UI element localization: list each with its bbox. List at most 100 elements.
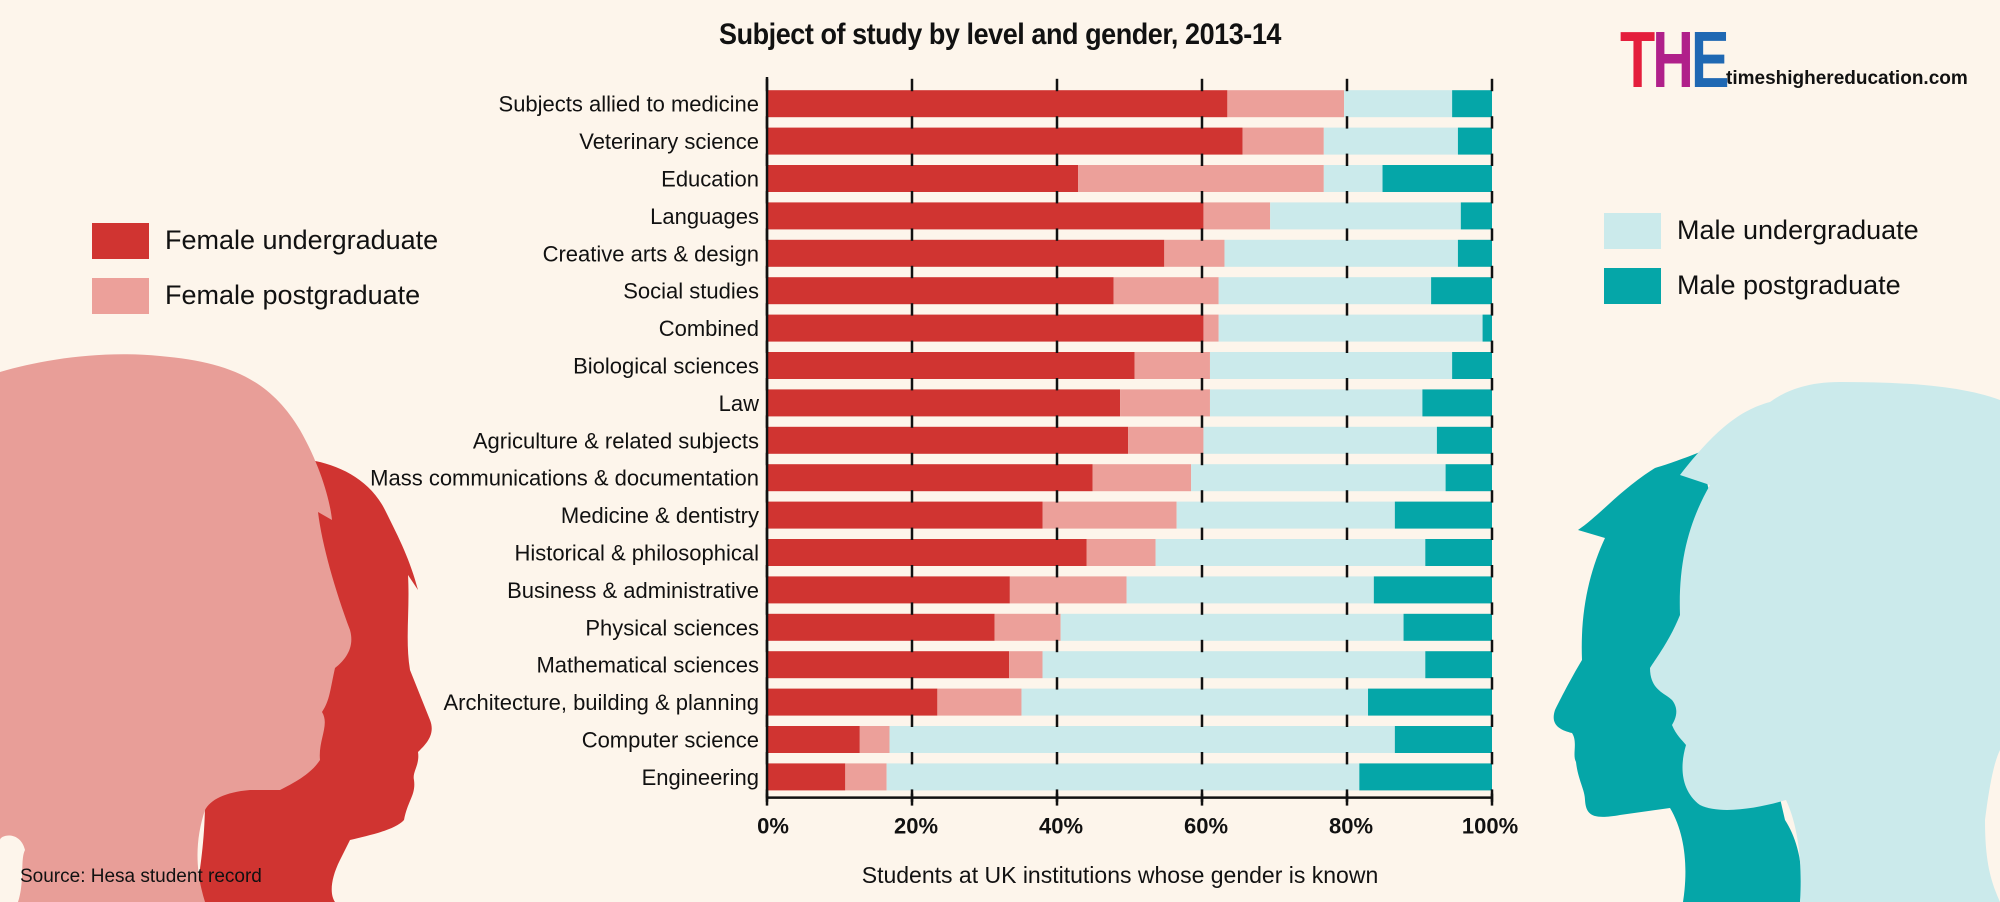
bar-segment-female-undergraduate (767, 576, 1010, 604)
bar-segment-female-postgraduate (1009, 651, 1043, 679)
bar-segment-male-postgraduate (1460, 202, 1492, 230)
bar-segment-female-postgraduate (1086, 539, 1156, 566)
bar-segment-female-undergraduate (767, 501, 1043, 529)
bar-segment-male-undergraduate (1224, 239, 1458, 267)
bar-segment-female-undergraduate (767, 202, 1204, 230)
legend-item: Male undergraduate (1604, 203, 1919, 258)
bar-segment-female-postgraduate (1134, 352, 1210, 379)
bar-segment-female-postgraduate (1042, 501, 1177, 529)
bar-segment-male-undergraduate (1176, 501, 1395, 529)
bar-segment-male-postgraduate (1425, 651, 1492, 679)
bar-segment-male-undergraduate (1218, 314, 1483, 342)
bar-segment-female-postgraduate (994, 613, 1061, 641)
bar-segment-male-undergraduate (1126, 576, 1374, 604)
category-label: Creative arts & design (543, 241, 759, 266)
bar-segment-male-undergraduate (1042, 651, 1426, 679)
category-label: Business & administrative (507, 578, 759, 603)
x-tick-label: 0% (757, 814, 789, 839)
bar-segment-female-undergraduate (767, 688, 938, 716)
bar-segment-female-undergraduate (767, 763, 846, 791)
bar-segment-male-undergraduate (1203, 426, 1437, 454)
x-tick-label: 80% (1329, 814, 1373, 839)
bar-segment-female-postgraduate (859, 726, 890, 753)
x-tick-label: 20% (894, 814, 938, 839)
category-label: Engineering (642, 765, 759, 790)
legend-item: Female undergraduate (92, 213, 438, 268)
bar-segment-female-postgraduate (1128, 426, 1204, 454)
legend-female: Female undergraduate Female postgraduate (92, 213, 438, 323)
bar-segment-female-postgraduate (1113, 277, 1219, 305)
category-label: Subjects allied to medicine (499, 92, 759, 117)
bar-segment-male-postgraduate (1422, 389, 1492, 417)
bar-segment-male-postgraduate (1394, 726, 1492, 753)
category-label: Medicine & dentistry (561, 503, 759, 528)
bar-segment-female-postgraduate (1227, 90, 1345, 118)
legend-swatch-female-postgraduate (92, 277, 149, 314)
bar-segment-female-undergraduate (767, 239, 1165, 267)
bar-segment-male-undergraduate (1060, 613, 1404, 641)
category-label: Agriculture & related subjects (473, 428, 759, 453)
bar-segment-male-postgraduate (1457, 239, 1492, 267)
bar-segment-male-postgraduate (1452, 352, 1492, 379)
bar-segment-male-undergraduate (1021, 688, 1369, 716)
legend-label: Female undergraduate (165, 225, 439, 255)
bar-segment-female-undergraduate (767, 127, 1243, 155)
category-label: Biological sciences (573, 354, 759, 379)
bar-segment-female-postgraduate (1120, 389, 1210, 417)
bar-segment-male-undergraduate (1191, 464, 1446, 492)
bar-segment-male-postgraduate (1394, 501, 1492, 529)
bar-segment-male-undergraduate (1209, 352, 1453, 379)
bar-segment-female-postgraduate (1203, 314, 1219, 342)
bar-segment-male-postgraduate (1431, 277, 1492, 305)
bar-segment-male-postgraduate (1368, 688, 1492, 716)
bar-segment-female-undergraduate (767, 539, 1087, 566)
category-label: Education (661, 167, 759, 192)
category-label: Languages (650, 204, 759, 229)
bar-segment-female-undergraduate (767, 426, 1129, 454)
x-tick-label: 60% (1184, 814, 1228, 839)
bar-segment-female-postgraduate (1078, 165, 1324, 192)
the-logo: THE (1620, 20, 1729, 100)
bar-segment-female-undergraduate (767, 277, 1114, 305)
legend-label: Female postgraduate (165, 280, 421, 310)
bar-segment-female-postgraduate (937, 688, 1022, 716)
category-label: Architecture, building & planning (443, 690, 759, 715)
bar-segment-female-undergraduate (767, 726, 860, 753)
category-label: Computer science (582, 728, 759, 753)
bar-segment-male-postgraduate (1452, 90, 1492, 118)
legend-swatch-female-undergraduate (92, 222, 149, 259)
bar-segment-male-undergraduate (1323, 127, 1458, 155)
category-label: Law (719, 391, 759, 416)
male-head-light-icon (1650, 382, 2000, 902)
legend-swatch-male-undergraduate (1604, 212, 1661, 249)
legend-swatch-male-postgraduate (1604, 267, 1661, 304)
category-label: Social studies (623, 279, 759, 304)
bar-segment-female-undergraduate (767, 352, 1135, 379)
bar-segment-male-undergraduate (1209, 389, 1423, 417)
female-head-light-icon (0, 354, 352, 902)
bar-segment-female-undergraduate (767, 464, 1093, 492)
legend-label: Male undergraduate (1677, 215, 1919, 245)
bar-segment-male-undergraduate (1323, 165, 1383, 192)
bar-segment-male-postgraduate (1373, 576, 1492, 604)
source-note: Source: Hesa student record (20, 866, 262, 887)
bar-segment-female-undergraduate (767, 389, 1121, 417)
x-tick-label: 40% (1039, 814, 1083, 839)
category-label: Veterinary science (579, 129, 759, 154)
bar-segment-male-undergraduate (1218, 277, 1432, 305)
legend-male: Male undergraduate Male postgraduate (1604, 203, 1919, 313)
bar-segment-female-postgraduate (1164, 239, 1225, 267)
chart-title: Subject of study by level and gender, 20… (719, 18, 1281, 51)
x-axis-label: Students at UK institutions whose gender… (861, 862, 1379, 888)
bar-segment-female-postgraduate (1009, 576, 1127, 604)
bar-segment-male-postgraduate (1482, 314, 1492, 342)
category-label: Combined (659, 316, 759, 341)
bar-segment-female-undergraduate (767, 651, 1010, 679)
bar-segment-female-postgraduate (845, 763, 887, 791)
bar-segment-male-undergraduate (1344, 90, 1453, 118)
logo-letter-t: T (1620, 15, 1655, 104)
bar-segment-male-postgraduate (1425, 539, 1492, 566)
bar-segment-male-postgraduate (1457, 127, 1492, 155)
